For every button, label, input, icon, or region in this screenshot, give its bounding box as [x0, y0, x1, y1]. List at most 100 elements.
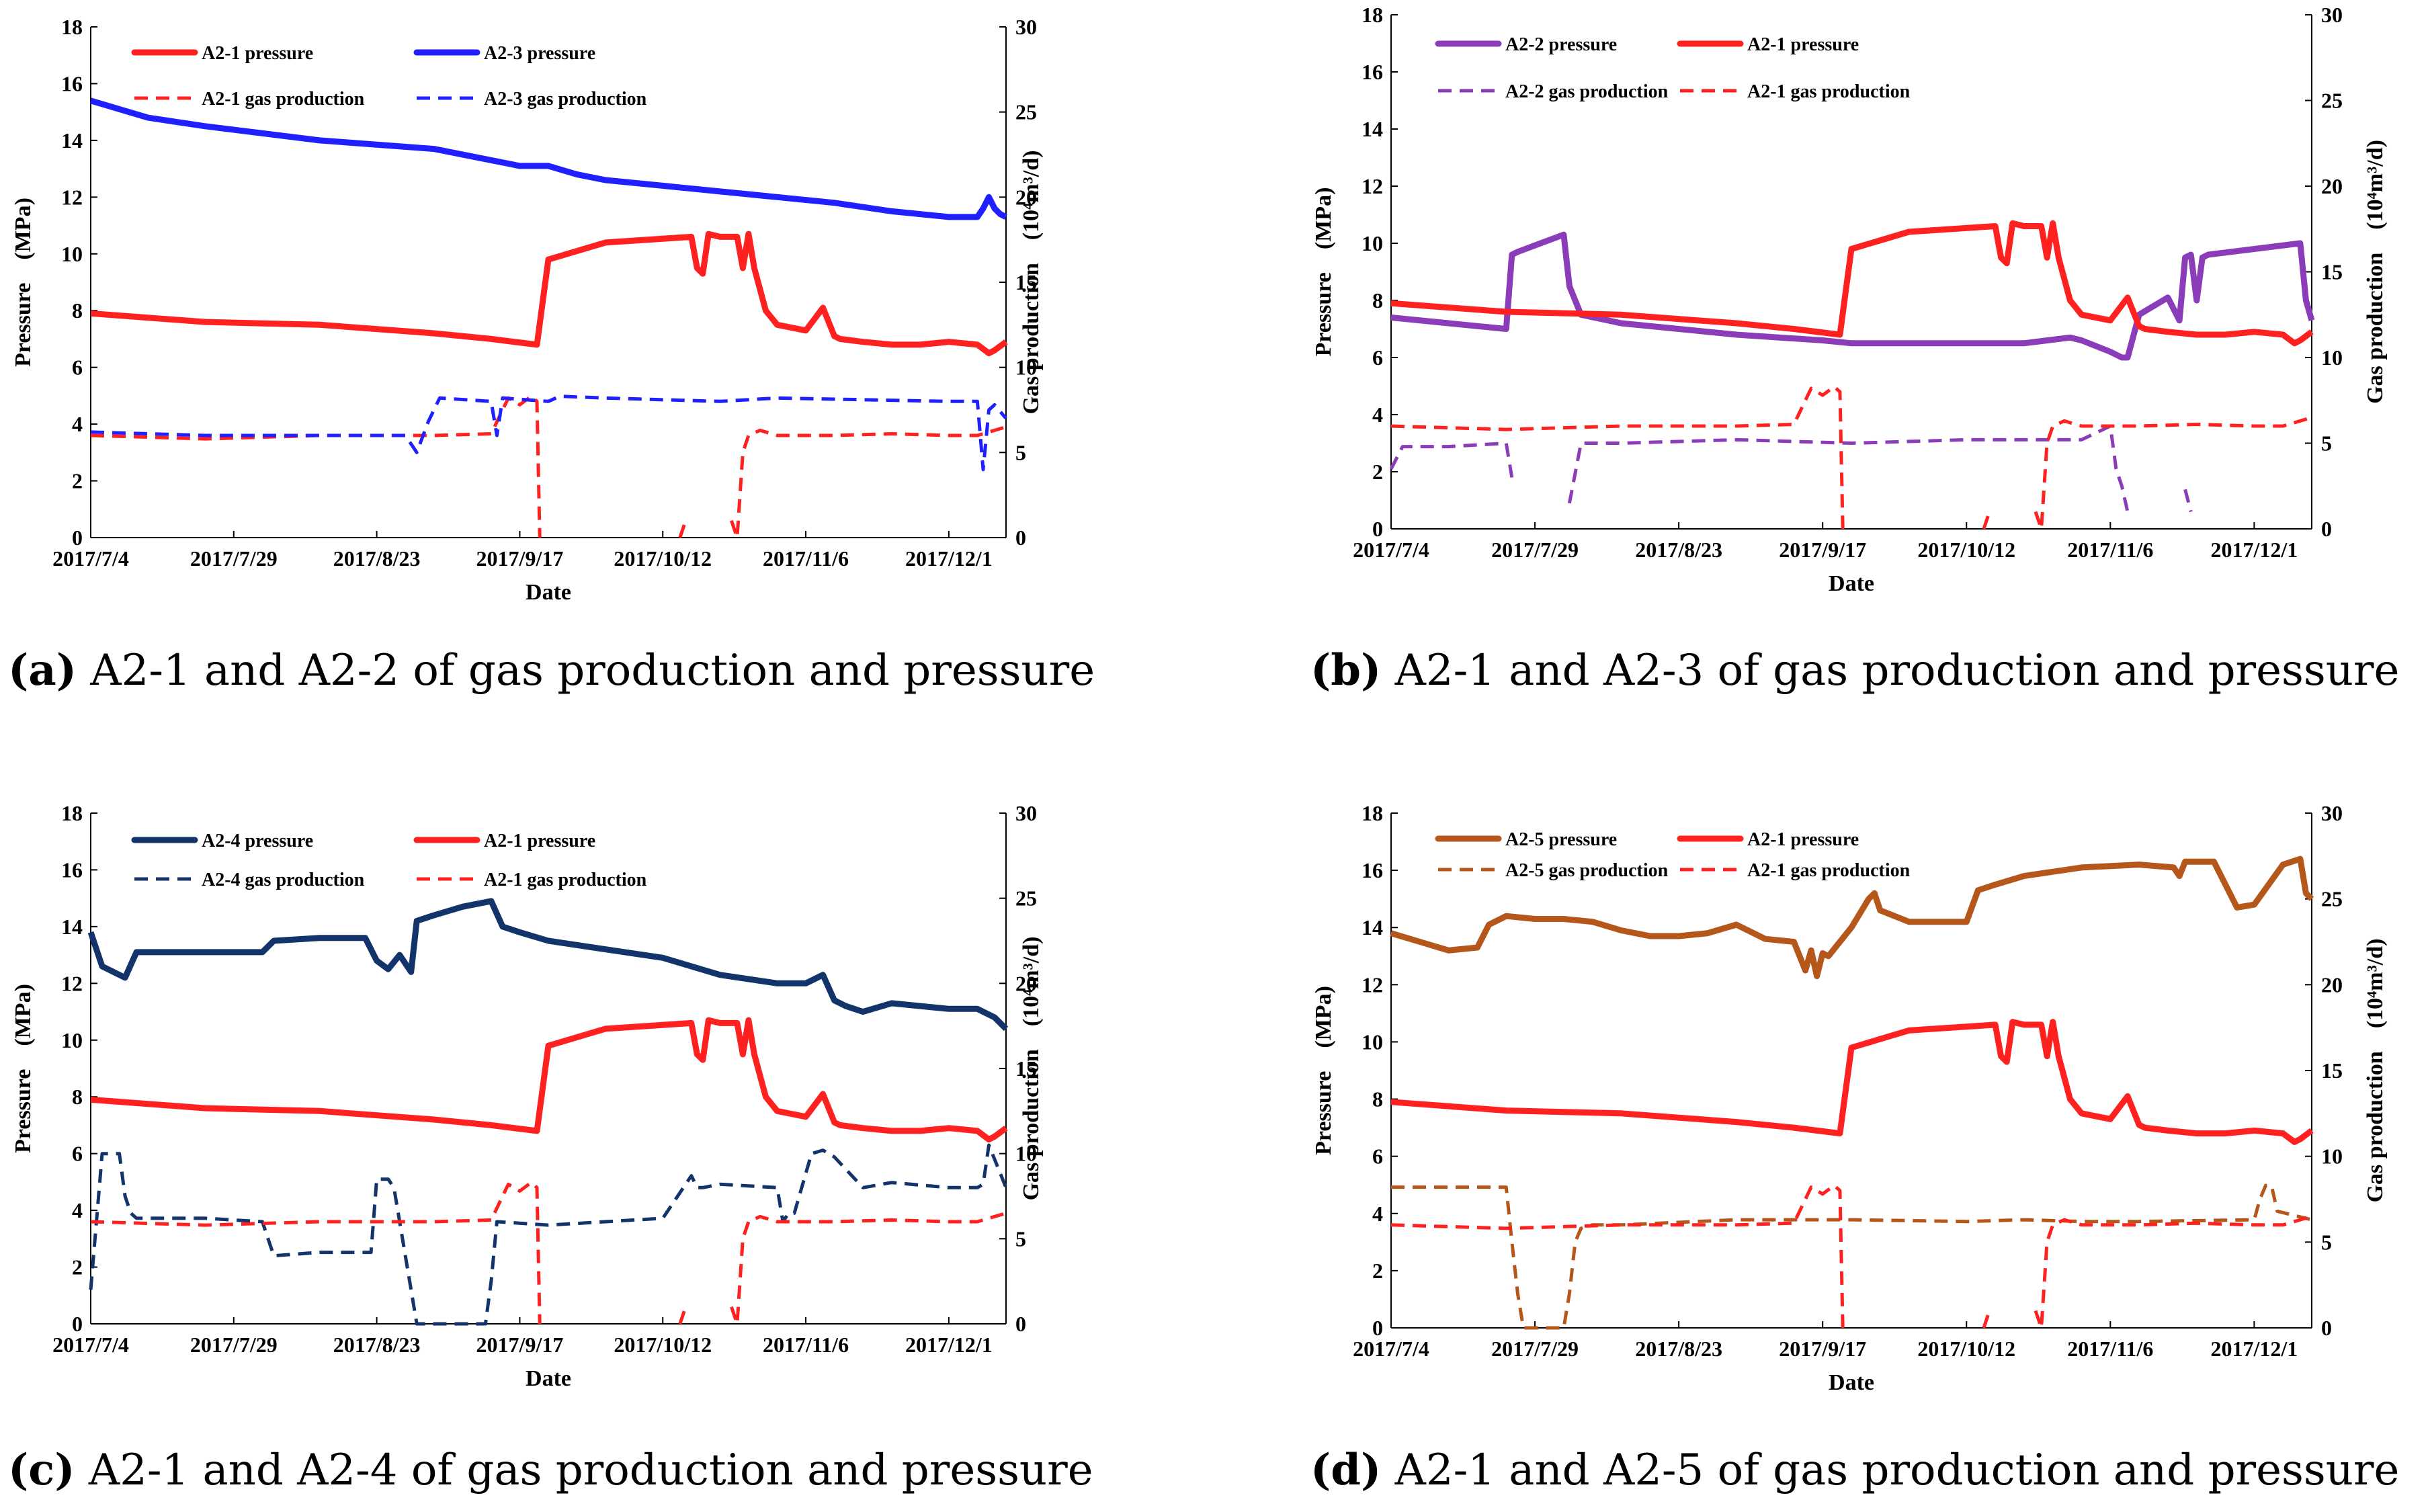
y-tick-label: 14 — [61, 915, 83, 939]
chart-a: 0 2 4 6 8 10 12 14 16 18 0 5 10 15 20 25 30 2017/7/4 2017/… — [11, 15, 1044, 605]
y2-tick-label: 10 — [1015, 1142, 1037, 1166]
x-tick-label: 2017/9/17 — [476, 1333, 564, 1357]
series-line-a2-5-gas-production — [1391, 1183, 2312, 1330]
series-line-a2-1-gas-production — [1390, 384, 2312, 531]
y-tick-label: 0 — [1372, 517, 1383, 541]
series-line-a2-4-gas-production — [89, 1143, 1008, 1326]
x-tick-label: 2017/12/1 — [2210, 538, 2298, 562]
legend-label: A2-2 pressure — [1505, 34, 1617, 55]
series-line-a2-3-gas-production — [90, 394, 1007, 472]
y-tick-label: 0 — [72, 526, 83, 550]
y2-tick-label: 15 — [2321, 260, 2343, 284]
x-tick-label: 2017/7/29 — [1491, 1337, 1579, 1361]
y2-tick-label: 15 — [2321, 1058, 2343, 1083]
y2-tick-label: 5 — [2321, 431, 2332, 456]
legend-label: A2-1 gas production — [1747, 81, 1911, 102]
y2-tick-label: 15 — [1015, 270, 1037, 294]
x-tick-label: 2017/9/17 — [1779, 1337, 1866, 1361]
x-tick-label: 2017/8/23 — [333, 1333, 421, 1357]
caption-b: (b) A2-1 and A2-3 of gas production and … — [1310, 645, 2399, 696]
y2-axis-title: Gas production (10⁴m³/d) — [1019, 937, 1044, 1201]
y-tick-label: 14 — [1362, 915, 1383, 939]
y2-tick-label: 0 — [2321, 1316, 2332, 1340]
series-line-a2-1-gas-production — [1390, 1183, 2312, 1330]
y-tick-label: 10 — [1362, 1030, 1383, 1054]
y-tick-label: 18 — [61, 801, 83, 825]
y-tick-label: 8 — [1372, 288, 1383, 312]
x-tick-label: 2017/10/12 — [614, 546, 712, 571]
chart-b: 0 2 4 6 8 10 12 14 16 18 0 5 10 15 20 25 30 2017/7/4 2017/… — [1311, 3, 2388, 596]
y2-tick-label: 0 — [1015, 1312, 1026, 1336]
legend-label: A2-3 pressure — [484, 43, 595, 64]
x-axis-title: Date — [1829, 1370, 1874, 1395]
chart-d: 0 2 4 6 8 10 12 14 16 18 0 5 10 15 20 25 30 2017/7/4 2017/… — [1311, 801, 2388, 1395]
series-line-a2-5-pressure — [1390, 855, 2314, 980]
x-tick-label: 2017/11/6 — [2067, 538, 2153, 562]
legend-label: A2-5 gas production — [1505, 860, 1669, 881]
y2-tick-label: 25 — [1015, 886, 1037, 911]
series-line-a2-2-gas-production — [1389, 424, 2193, 513]
y2-tick-label: 5 — [1015, 1226, 1026, 1251]
legend-label: A2-4 gas production — [202, 870, 365, 890]
x-tick-label: 2017/8/23 — [1635, 1337, 1722, 1361]
y2-tick-label: 30 — [1015, 801, 1037, 825]
y-tick-label: 4 — [1372, 403, 1383, 427]
y-axis-title: Pressure (MPa) — [11, 198, 36, 367]
y2-axis-title: Gas production (10⁴m³/d) — [2363, 939, 2388, 1203]
y-tick-label: 6 — [72, 355, 83, 380]
y2-tick-label: 5 — [1015, 440, 1026, 464]
legend-label: A2-1 pressure — [202, 43, 313, 64]
y-tick-label: 14 — [61, 128, 83, 153]
y2-tick-label: 30 — [2321, 3, 2343, 27]
y-tick-label: 12 — [61, 185, 83, 209]
x-tick-label: 2017/9/17 — [1779, 538, 1866, 562]
caption-b-text: A2-1 and A2-3 of gas production and pres… — [1381, 646, 2400, 696]
x-axis-title: Date — [526, 580, 571, 605]
y2-tick-label: 10 — [2321, 345, 2343, 370]
x-tick-label: 2017/10/12 — [1917, 1337, 2015, 1361]
y2-tick-label: 25 — [2321, 887, 2343, 911]
legend-label: A2-1 gas production — [484, 870, 647, 890]
y-axis-title: Pressure (MPa) — [1311, 187, 1336, 357]
x-tick-label: 2017/7/4 — [1353, 1337, 1429, 1361]
series-line-a2-1-pressure — [1390, 1019, 2314, 1145]
legend-label: A2-3 gas production — [484, 89, 647, 110]
series-line-a2-1-gas-production — [90, 394, 1007, 540]
y2-tick-label: 30 — [1015, 15, 1037, 39]
y2-tick-label: 25 — [2321, 89, 2343, 113]
y2-tick-label: 25 — [1015, 100, 1037, 124]
series-line-a2-1-pressure — [90, 1017, 1008, 1143]
y-tick-label: 2 — [1372, 460, 1383, 484]
series-line-a2-1-gas-production — [90, 1181, 1007, 1326]
series-line-a2-1-pressure — [1390, 220, 2314, 347]
y-tick-label: 4 — [72, 412, 83, 436]
y2-tick-label: 15 — [1015, 1056, 1037, 1081]
caption-d: (d) A2-1 and A2-5 of gas production and … — [1310, 1445, 2399, 1495]
x-tick-label: 2017/9/17 — [476, 546, 564, 571]
y2-tick-label: 20 — [2321, 972, 2343, 997]
legend-label: A2-2 gas production — [1505, 81, 1669, 102]
y-tick-label: 12 — [1362, 972, 1383, 997]
x-tick-label: 2017/12/1 — [905, 546, 993, 571]
y2-axis-title: Gas production (10⁴m³/d) — [2363, 140, 2388, 404]
x-tick-label: 2017/12/1 — [2210, 1337, 2298, 1361]
y-tick-label: 10 — [61, 242, 83, 266]
y-tick-label: 4 — [1372, 1202, 1383, 1226]
y-tick-label: 16 — [61, 857, 83, 882]
y-tick-label: 4 — [72, 1198, 83, 1222]
y-tick-label: 18 — [1362, 3, 1383, 27]
y2-tick-label: 20 — [2321, 174, 2343, 198]
x-tick-label: 2017/12/1 — [905, 1333, 993, 1357]
y2-tick-label: 5 — [2321, 1230, 2332, 1254]
x-tick-label: 2017/7/4 — [1353, 538, 1429, 562]
series-line-a2-3-pressure — [89, 97, 1007, 220]
y-tick-label: 10 — [1362, 231, 1383, 255]
y-tick-label: 2 — [72, 469, 83, 493]
chart-c: 0 2 4 6 8 10 12 14 16 18 0 5 10 15 20 25 30 2017/7/4 2017/… — [11, 801, 1044, 1391]
x-tick-label: 2017/11/6 — [763, 1333, 849, 1357]
y-tick-label: 14 — [1362, 117, 1383, 141]
x-tick-label: 2017/11/6 — [2067, 1337, 2153, 1361]
y-tick-label: 2 — [72, 1255, 83, 1279]
y-tick-label: 16 — [1362, 858, 1383, 882]
caption-a-letter: (a) — [8, 645, 77, 696]
